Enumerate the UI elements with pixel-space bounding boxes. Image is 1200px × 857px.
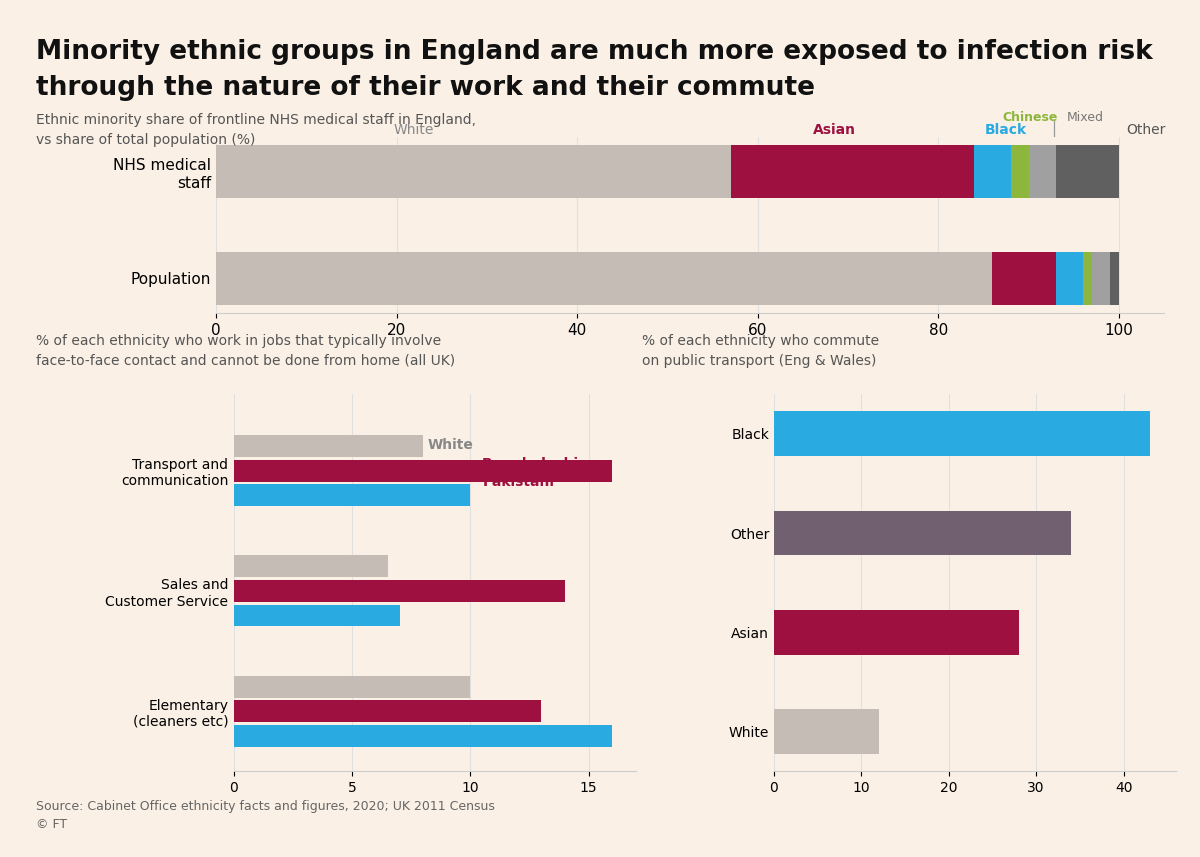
Text: Source: Cabinet Office ethnicity facts and figures, 2020; UK 2011 Census
© FT: Source: Cabinet Office ethnicity facts a… xyxy=(36,800,494,831)
Bar xyxy=(234,484,470,506)
Bar xyxy=(774,411,1150,456)
Bar xyxy=(234,675,470,698)
Bar xyxy=(234,460,612,482)
Bar xyxy=(234,580,565,602)
Bar xyxy=(216,145,731,198)
Bar xyxy=(1056,252,1082,305)
Bar xyxy=(216,252,992,305)
Bar xyxy=(234,725,612,746)
Text: Minority ethnic groups in England are much more exposed to infection risk: Minority ethnic groups in England are mu… xyxy=(36,39,1153,64)
Bar xyxy=(234,605,400,626)
Text: Asian: Asian xyxy=(812,123,856,137)
Bar xyxy=(234,555,388,578)
Text: Black: Black xyxy=(424,488,466,502)
Text: Bangladeshi or
Pakistani: Bangladeshi or Pakistani xyxy=(482,458,600,488)
Bar xyxy=(1110,252,1118,305)
Bar xyxy=(774,710,878,754)
Text: % of each ethnicity who work in jobs that typically involve
face-to-face contact: % of each ethnicity who work in jobs tha… xyxy=(36,334,455,368)
Bar xyxy=(774,511,1072,555)
Bar xyxy=(731,145,974,198)
Text: Ethnic minority share of frontline NHS medical staff in England,
vs share of tot: Ethnic minority share of frontline NHS m… xyxy=(36,113,476,147)
Text: Chinese: Chinese xyxy=(1002,111,1057,124)
Bar xyxy=(1092,252,1110,305)
Bar xyxy=(974,145,1010,198)
Bar xyxy=(234,435,424,457)
Text: through the nature of their work and their commute: through the nature of their work and the… xyxy=(36,75,815,100)
Bar xyxy=(1056,145,1118,198)
Bar xyxy=(234,700,541,722)
Bar xyxy=(1028,145,1056,198)
Text: Black: Black xyxy=(984,123,1027,137)
Bar xyxy=(774,610,1019,655)
Bar xyxy=(1082,252,1092,305)
Bar xyxy=(992,252,1056,305)
Text: |: | xyxy=(1051,121,1056,137)
Text: % of each ethnicity who commute
on public transport (Eng & Wales): % of each ethnicity who commute on publi… xyxy=(642,334,880,368)
Text: White: White xyxy=(394,123,434,137)
Bar xyxy=(1010,145,1028,198)
Text: Mixed: Mixed xyxy=(1067,111,1103,124)
Text: Other: Other xyxy=(1127,123,1165,137)
Text: White: White xyxy=(428,438,474,452)
